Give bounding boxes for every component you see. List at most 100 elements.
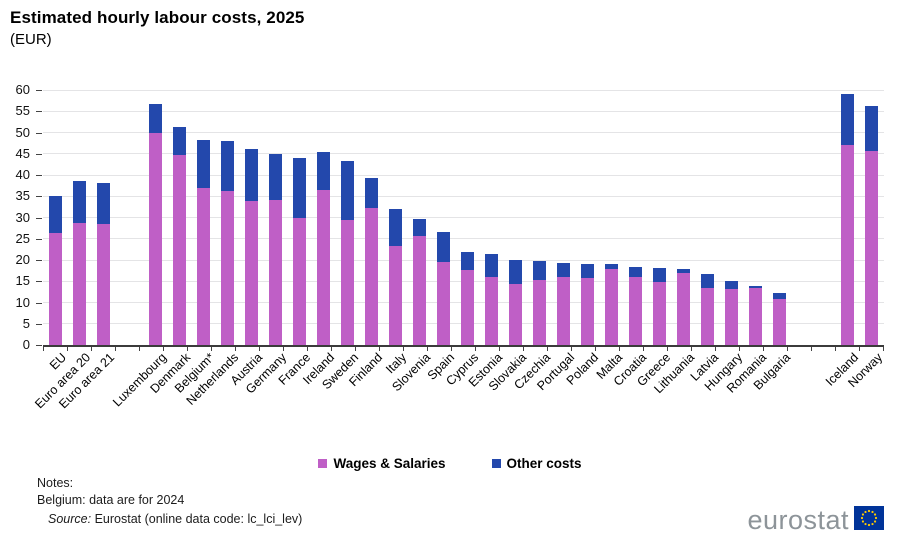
gridline-40 bbox=[43, 174, 884, 176]
x-axis-tick-33 bbox=[835, 347, 836, 351]
y-axis-tick-50 bbox=[36, 132, 42, 134]
x-axis-tick-35 bbox=[883, 347, 884, 351]
legend-swatch-icon bbox=[318, 459, 328, 468]
x-axis-tick-5 bbox=[163, 347, 164, 351]
bar-other-Lithuania bbox=[677, 268, 690, 273]
bar-wages-Slovenia bbox=[413, 236, 426, 345]
bar-wages-Belgium* bbox=[197, 187, 210, 345]
x-axis-tick-34 bbox=[859, 347, 860, 351]
y-axis-label-10: 10 bbox=[15, 294, 30, 310]
x-axis-tick-2 bbox=[91, 347, 92, 351]
y-axis-tick-40 bbox=[36, 175, 42, 176]
x-axis-tick-29 bbox=[739, 347, 740, 351]
gridline-30 bbox=[43, 217, 884, 218]
bar-wages-Cyprus bbox=[461, 270, 474, 345]
x-axis-tick-24 bbox=[619, 347, 620, 351]
gridline-45 bbox=[43, 153, 884, 155]
bar-other-Luxembourg bbox=[149, 103, 162, 133]
eurostat-logo-text: eurostat bbox=[747, 505, 849, 535]
y-axis-label-15: 15 bbox=[15, 273, 30, 289]
x-axis-tick-28 bbox=[715, 347, 716, 351]
bar-other-Spain bbox=[437, 231, 450, 262]
y-axis-tick-5 bbox=[36, 323, 42, 325]
bar-other-Czechia bbox=[533, 260, 546, 281]
legend: Wages & Salaries Other costs bbox=[0, 456, 900, 471]
bar-wages-Hungary bbox=[725, 289, 738, 345]
bar-other-Greece bbox=[653, 267, 666, 282]
legend-item-other-costs: Other costs bbox=[491, 456, 582, 471]
x-axis-tick-3 bbox=[115, 347, 116, 351]
bar-wages-France bbox=[293, 218, 306, 345]
x-axis-tick-8 bbox=[235, 347, 236, 351]
bar-other-Hungary bbox=[725, 281, 738, 290]
gridline-55 bbox=[43, 110, 884, 112]
bar-wages-Croatia bbox=[629, 277, 642, 345]
y-axis-tick-30 bbox=[36, 217, 42, 219]
x-axis-tick-23 bbox=[595, 347, 596, 351]
bar-wages-Portugal bbox=[557, 277, 570, 345]
x-axis-tick-20 bbox=[523, 347, 524, 351]
bar-wages-Italy bbox=[389, 246, 402, 345]
bar-other-Latvia bbox=[701, 274, 714, 289]
bar-other-Denmark bbox=[173, 126, 186, 156]
bar-wages-Spain bbox=[437, 261, 450, 345]
y-axis-label-60: 60 bbox=[15, 82, 30, 97]
x-axis-tick-9 bbox=[259, 347, 260, 351]
bar-wages-Bulgaria bbox=[773, 299, 786, 345]
x-axis-tick-25 bbox=[643, 347, 644, 351]
bar-wages-Malta bbox=[605, 269, 618, 345]
bar-other-Ireland bbox=[317, 152, 330, 191]
bar-other-Slovenia bbox=[413, 218, 426, 237]
bar-wages-Romania bbox=[749, 288, 762, 345]
bar-other-Romania bbox=[749, 285, 762, 289]
x-axis-tick-4 bbox=[139, 347, 140, 351]
gridline-35 bbox=[43, 195, 884, 197]
bar-other-EU bbox=[49, 196, 62, 234]
gridline-50 bbox=[43, 132, 884, 133]
x-axis-tick-17 bbox=[451, 347, 452, 351]
y-axis-label-50: 50 bbox=[15, 124, 30, 140]
y-axis-tick-45 bbox=[36, 153, 42, 155]
source-text: Eurostat (online data code: lc_lci_lev) bbox=[91, 512, 303, 526]
bar-wages-Poland bbox=[581, 278, 594, 345]
y-axis-tick-15 bbox=[36, 281, 42, 283]
x-axis-tick-31 bbox=[787, 347, 788, 351]
y-axis-label-20: 20 bbox=[15, 252, 30, 267]
chart-title: Estimated hourly labour costs, 2025 bbox=[10, 8, 305, 27]
y-axis-label-25: 25 bbox=[15, 230, 30, 246]
bar-other-Croatia bbox=[629, 267, 642, 277]
y-axis-tick-0 bbox=[36, 345, 42, 346]
x-axis-tick-27 bbox=[691, 347, 692, 351]
x-axis-tick-22 bbox=[571, 347, 572, 351]
bar-other-Portugal bbox=[557, 262, 570, 277]
y-axis-label-5: 5 bbox=[22, 315, 30, 331]
y-axis-label-0: 0 bbox=[22, 337, 30, 352]
eu-flag-icon bbox=[854, 505, 884, 535]
bar-wages-Euro area 20 bbox=[73, 222, 86, 345]
y-axis-tick-25 bbox=[36, 238, 42, 240]
x-axis-tick-11 bbox=[307, 347, 308, 351]
notes-block: Notes: Belgium: data are for 2024 bbox=[37, 475, 184, 509]
y-axis-label-35: 35 bbox=[15, 188, 30, 204]
eurostat-logo: eurostat bbox=[747, 505, 884, 535]
bar-other-Netherlands bbox=[221, 141, 234, 191]
y-axis-label-55: 55 bbox=[15, 103, 30, 119]
bar-wages-Denmark bbox=[173, 155, 186, 345]
y-axis-label-45: 45 bbox=[15, 145, 30, 161]
y-axis-label-30: 30 bbox=[15, 209, 30, 225]
x-axis-tick-15 bbox=[403, 347, 404, 351]
legend-item-wages-salaries: Wages & Salaries bbox=[318, 456, 446, 471]
bar-wages-Slovakia bbox=[509, 283, 522, 345]
bar-wages-EU bbox=[49, 233, 62, 345]
x-axis-tick-13 bbox=[355, 347, 356, 351]
y-axis-tick-20 bbox=[36, 260, 42, 261]
bar-other-Iceland bbox=[841, 94, 854, 146]
bar-other-Sweden bbox=[341, 161, 354, 220]
x-axis-tick-21 bbox=[547, 347, 548, 351]
bar-wages-Finland bbox=[365, 207, 378, 345]
bar-other-Estonia bbox=[485, 253, 498, 278]
x-axis-tick-14 bbox=[379, 347, 380, 351]
y-axis-tick-35 bbox=[36, 196, 42, 198]
